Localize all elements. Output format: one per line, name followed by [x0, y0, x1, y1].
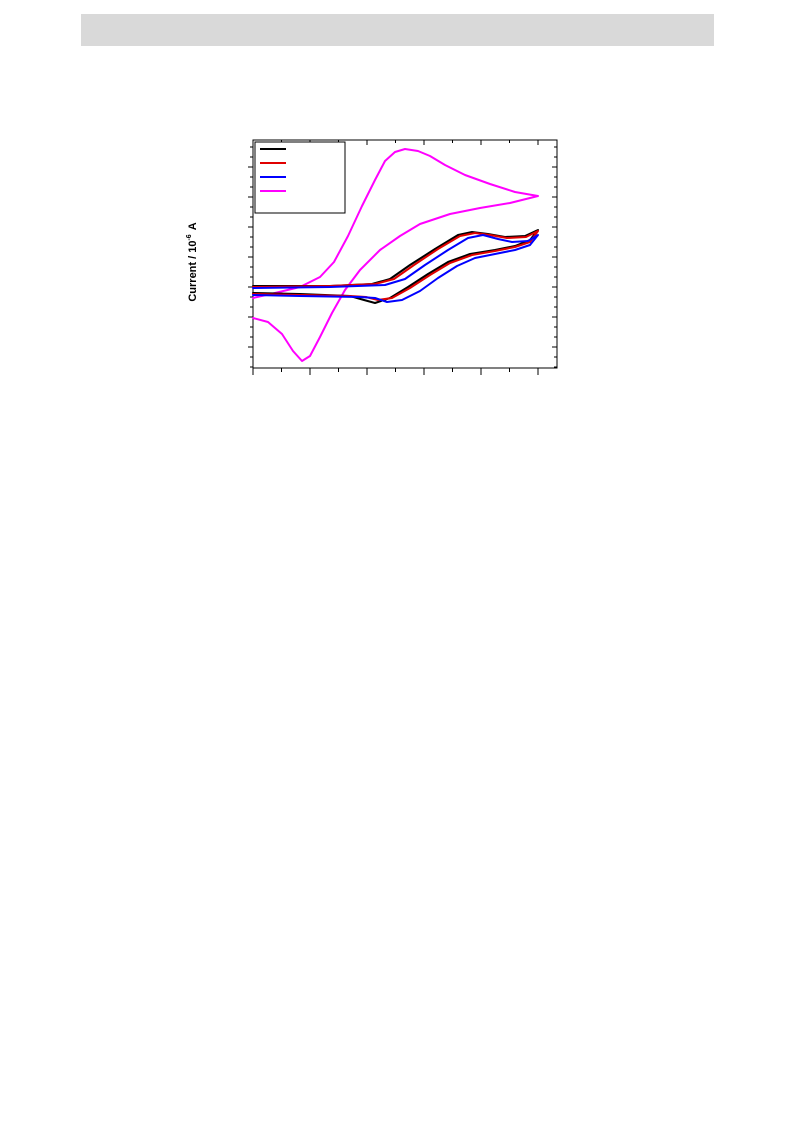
curve-blue	[252, 234, 539, 303]
y-label-text: Current / 10	[187, 241, 199, 302]
header-bar	[81, 14, 714, 46]
figure: Current / 10-6 A	[186, 139, 558, 375]
y-label-unit: A	[187, 222, 199, 230]
y-axis-label: Current / 10-6 A	[186, 222, 199, 301]
axis-ticks	[248, 140, 557, 375]
legend	[254, 141, 346, 214]
y-label-exponent: -6	[186, 234, 193, 240]
curve-magenta	[252, 148, 539, 362]
